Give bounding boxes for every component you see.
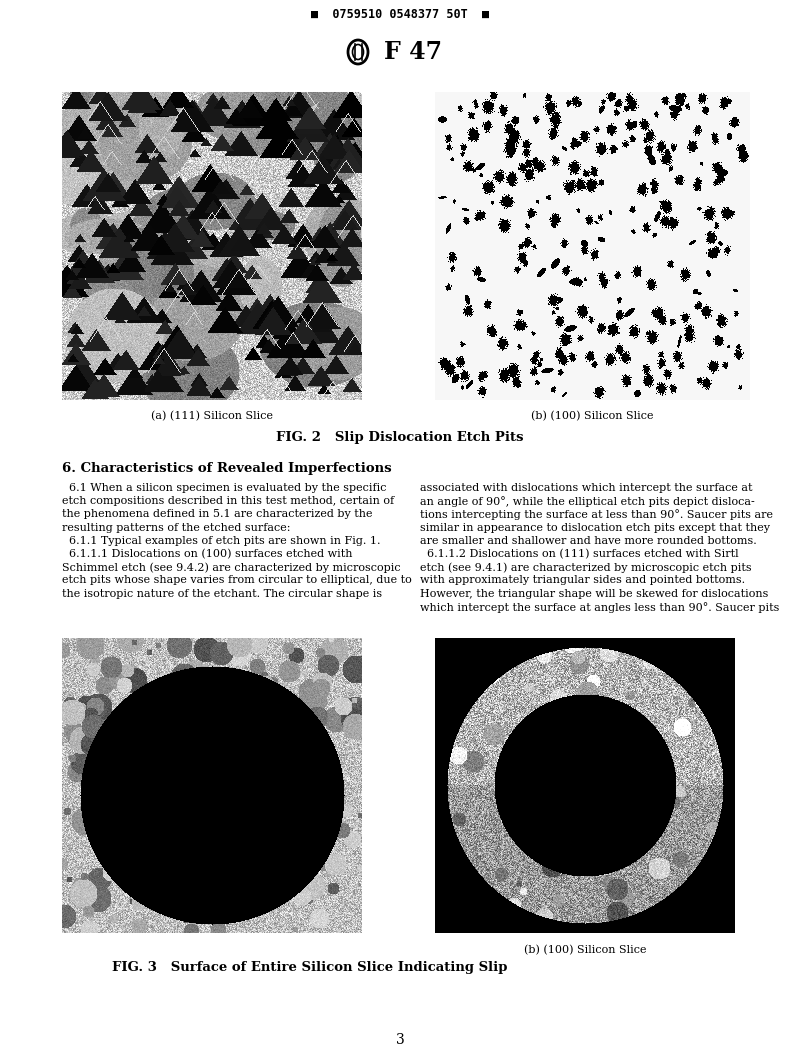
Text: 6.1 When a silicon specimen is evaluated by the specific: 6.1 When a silicon specimen is evaluated… bbox=[62, 483, 386, 493]
Text: (a) (111) Silicon Slice: (a) (111) Silicon Slice bbox=[151, 411, 273, 422]
Text: Schimmel etch (see 9.4.2) are characterized by microscopic: Schimmel etch (see 9.4.2) are characteri… bbox=[62, 562, 401, 572]
Text: However, the triangular shape will be skewed for dislocations: However, the triangular shape will be sk… bbox=[420, 588, 768, 599]
Text: etch (see 9.4.1) are characterized by microscopic etch pits: etch (see 9.4.1) are characterized by mi… bbox=[420, 562, 752, 572]
Text: etch compositions described in this test method, certain of: etch compositions described in this test… bbox=[62, 496, 394, 507]
Text: the isotropic nature of the etchant. The circular shape is: the isotropic nature of the etchant. The… bbox=[62, 588, 382, 599]
Text: 6.1.1.1 Dislocations on (100) surfaces etched with: 6.1.1.1 Dislocations on (100) surfaces e… bbox=[62, 549, 353, 560]
Text: which intercept the surface at angles less than 90°. Saucer pits: which intercept the surface at angles le… bbox=[420, 602, 779, 613]
Text: are smaller and shallower and have more rounded bottoms.: are smaller and shallower and have more … bbox=[420, 536, 757, 546]
Text: ■  0759510 0548377 50T  ■: ■ 0759510 0548377 50T ■ bbox=[311, 7, 489, 20]
Text: etch pits whose shape varies from circular to elliptical, due to: etch pits whose shape varies from circul… bbox=[62, 576, 412, 585]
Text: similar in appearance to dislocation etch pits except that they: similar in appearance to dislocation etc… bbox=[420, 523, 770, 533]
Text: 6. Characteristics of Revealed Imperfections: 6. Characteristics of Revealed Imperfect… bbox=[62, 462, 392, 475]
Text: associated with dislocations which intercept the surface at: associated with dislocations which inter… bbox=[420, 483, 753, 493]
Text: resulting patterns of the etched surface:: resulting patterns of the etched surface… bbox=[62, 523, 290, 533]
Text: the phenomena defined in 5.1 are characterized by the: the phenomena defined in 5.1 are charact… bbox=[62, 510, 373, 519]
Text: 6.1.1.2 Dislocations on (111) surfaces etched with Sirtl: 6.1.1.2 Dislocations on (111) surfaces e… bbox=[420, 549, 738, 560]
Text: F 47: F 47 bbox=[384, 40, 442, 64]
Text: 6.1.1 Typical examples of etch pits are shown in Fig. 1.: 6.1.1 Typical examples of etch pits are … bbox=[62, 536, 381, 546]
Text: FIG. 3   Surface of Entire Silicon Slice Indicating Slip: FIG. 3 Surface of Entire Silicon Slice I… bbox=[112, 961, 508, 975]
Text: (b) (100) Silicon Slice: (b) (100) Silicon Slice bbox=[530, 411, 654, 422]
Text: an angle of 90°, while the elliptical etch pits depict disloca-: an angle of 90°, while the elliptical et… bbox=[420, 496, 754, 507]
Text: tions intercepting the surface at less than 90°. Saucer pits are: tions intercepting the surface at less t… bbox=[420, 510, 773, 520]
Text: with approximately triangular sides and pointed bottoms.: with approximately triangular sides and … bbox=[420, 576, 745, 585]
Text: 3: 3 bbox=[396, 1033, 404, 1047]
Text: FIG. 2   Slip Dislocation Etch Pits: FIG. 2 Slip Dislocation Etch Pits bbox=[276, 430, 524, 444]
Text: (b) (100) Silicon Slice: (b) (100) Silicon Slice bbox=[524, 945, 646, 955]
